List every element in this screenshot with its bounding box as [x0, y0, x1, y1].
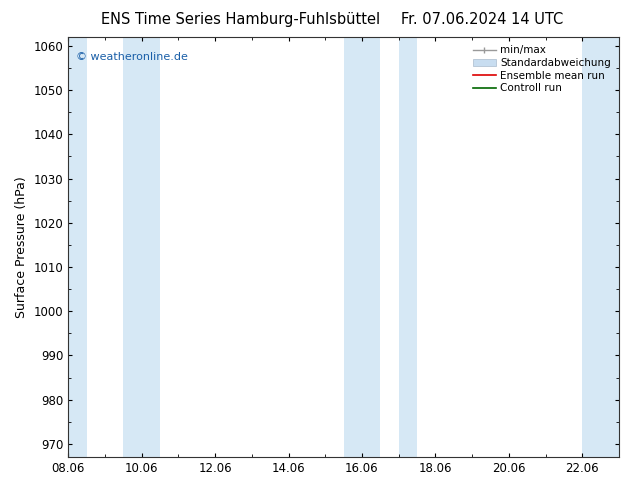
Legend: min/max, Standardabweichung, Ensemble mean run, Controll run: min/max, Standardabweichung, Ensemble me…: [470, 42, 614, 97]
Bar: [399, 37, 417, 457]
Y-axis label: Surface Pressure (hPa): Surface Pressure (hPa): [15, 176, 28, 318]
Bar: [344, 37, 380, 457]
Bar: [68, 37, 86, 457]
Text: © weatheronline.de: © weatheronline.de: [77, 52, 188, 62]
Text: ENS Time Series Hamburg-Fuhlsbüttel: ENS Time Series Hamburg-Fuhlsbüttel: [101, 12, 380, 27]
Text: Fr. 07.06.2024 14 UTC: Fr. 07.06.2024 14 UTC: [401, 12, 563, 27]
Bar: [123, 37, 160, 457]
Bar: [582, 37, 619, 457]
